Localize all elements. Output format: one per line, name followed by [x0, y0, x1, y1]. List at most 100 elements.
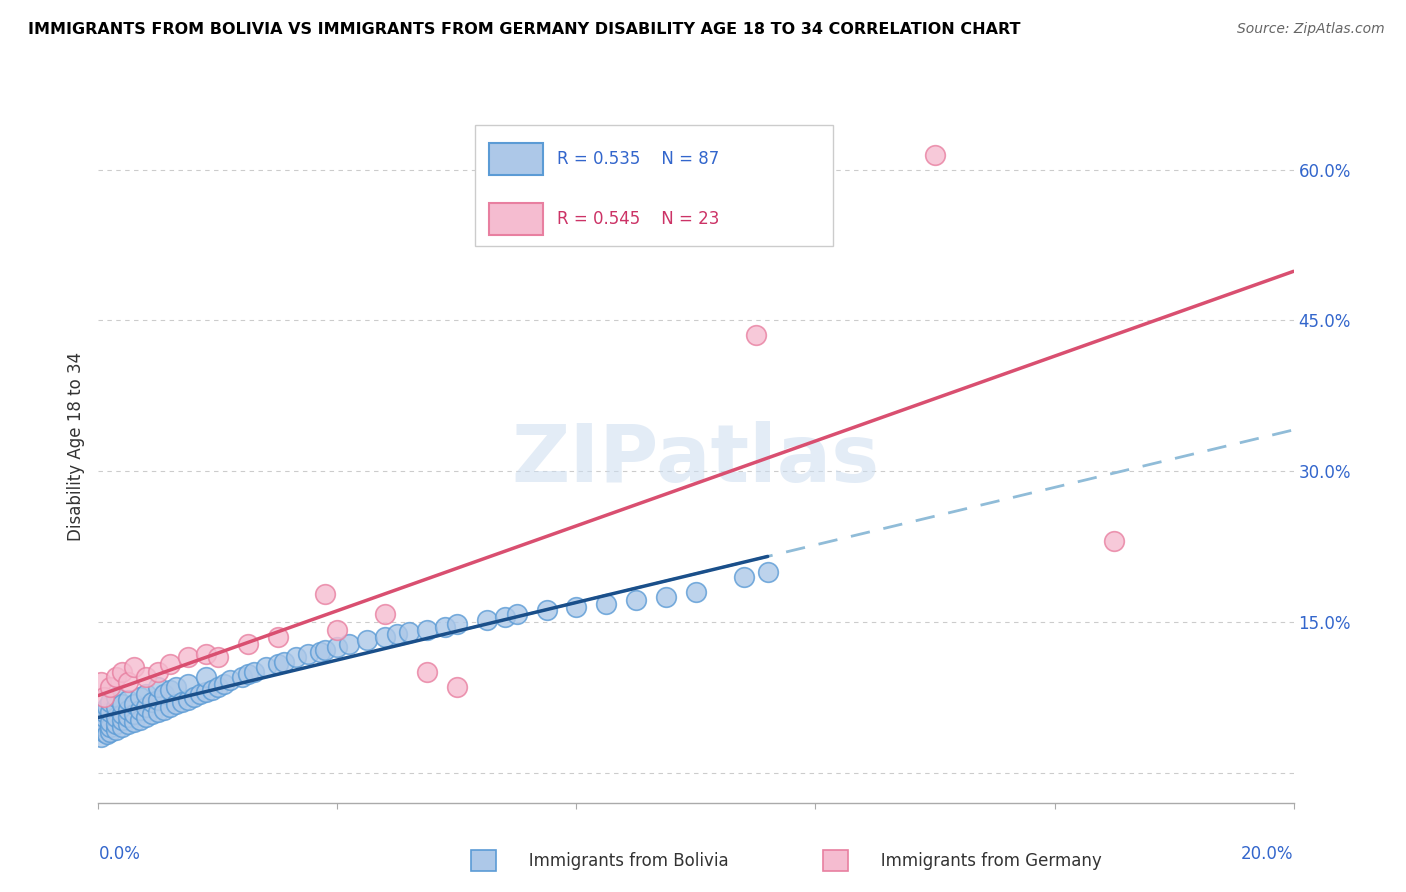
Point	[273, 655, 295, 669]
Point	[924, 147, 946, 161]
Point	[117, 675, 139, 690]
Point	[626, 592, 648, 607]
Point	[90, 731, 112, 745]
Point	[172, 695, 194, 709]
Point	[231, 670, 253, 684]
Point	[177, 677, 200, 691]
Point	[100, 725, 122, 739]
Point	[117, 703, 139, 717]
Point	[141, 695, 163, 709]
FancyBboxPatch shape	[489, 203, 543, 235]
Point	[195, 685, 218, 699]
Text: Immigrants from Germany: Immigrants from Germany	[844, 852, 1101, 870]
Point	[236, 637, 259, 651]
Point	[159, 657, 181, 672]
Point	[111, 720, 134, 734]
Point	[93, 725, 115, 739]
Point	[96, 727, 118, 741]
Point	[254, 660, 277, 674]
Point	[105, 690, 128, 705]
Point	[93, 720, 115, 734]
Point	[177, 650, 200, 665]
Point	[207, 680, 229, 694]
Point	[446, 616, 468, 631]
Point	[236, 667, 259, 681]
Point	[129, 714, 152, 728]
Point	[655, 590, 678, 604]
Point	[100, 706, 122, 720]
Point	[111, 665, 134, 680]
Point	[93, 706, 115, 720]
Point	[339, 637, 360, 651]
Point	[124, 660, 146, 674]
Point	[105, 700, 128, 714]
Point	[565, 599, 588, 614]
Point	[148, 680, 170, 694]
Point	[93, 710, 115, 724]
Point	[165, 680, 187, 694]
Point	[506, 607, 529, 621]
Point	[141, 707, 163, 722]
Point	[105, 710, 128, 724]
Point	[416, 623, 439, 637]
Point	[595, 597, 617, 611]
Point	[315, 643, 337, 657]
Point	[117, 710, 139, 724]
Point	[165, 698, 187, 712]
Point	[177, 693, 200, 707]
Point	[124, 698, 146, 712]
Point	[159, 683, 181, 698]
Point	[297, 647, 319, 661]
Point	[188, 687, 211, 701]
Point	[117, 693, 139, 707]
Point	[159, 700, 181, 714]
Point	[105, 723, 128, 738]
Point	[308, 645, 330, 659]
Point	[212, 677, 235, 691]
Point	[494, 610, 516, 624]
Point	[93, 690, 115, 705]
Point	[267, 657, 290, 672]
Point	[129, 703, 152, 717]
Y-axis label: Disability Age 18 to 34: Disability Age 18 to 34	[67, 351, 86, 541]
Text: ZIPatlas: ZIPatlas	[512, 421, 880, 500]
Point	[326, 623, 349, 637]
Point	[153, 687, 176, 701]
Point	[326, 640, 349, 654]
Point	[135, 700, 157, 714]
Text: Source: ZipAtlas.com: Source: ZipAtlas.com	[1237, 22, 1385, 37]
Point	[416, 665, 439, 680]
Text: IMMIGRANTS FROM BOLIVIA VS IMMIGRANTS FROM GERMANY DISABILITY AGE 18 TO 34 CORRE: IMMIGRANTS FROM BOLIVIA VS IMMIGRANTS FR…	[28, 22, 1021, 37]
Point	[105, 717, 128, 731]
Point	[117, 717, 139, 731]
Point	[374, 630, 396, 644]
Point	[756, 565, 779, 579]
Point	[96, 700, 118, 714]
Point	[124, 715, 146, 730]
Point	[1104, 534, 1126, 549]
Point	[135, 710, 157, 724]
Point	[148, 693, 170, 707]
Point	[207, 650, 229, 665]
Point	[124, 707, 146, 722]
Point	[100, 695, 122, 709]
Point	[153, 703, 176, 717]
Text: 20.0%: 20.0%	[1241, 845, 1294, 863]
Text: R = 0.545    N = 23: R = 0.545 N = 23	[557, 211, 720, 228]
Point	[243, 665, 266, 680]
Point	[135, 670, 157, 684]
Point	[434, 620, 457, 634]
Point	[90, 675, 112, 690]
Point	[284, 650, 307, 665]
Text: R = 0.535    N = 87: R = 0.535 N = 87	[557, 150, 720, 168]
Point	[475, 613, 498, 627]
Point	[148, 706, 170, 720]
Point	[267, 630, 290, 644]
Text: Immigrants from Bolivia: Immigrants from Bolivia	[492, 852, 728, 870]
Point	[148, 665, 170, 680]
Point	[111, 698, 134, 712]
Point	[111, 714, 134, 728]
Point	[201, 683, 224, 698]
Point	[195, 647, 218, 661]
FancyBboxPatch shape	[489, 144, 543, 175]
